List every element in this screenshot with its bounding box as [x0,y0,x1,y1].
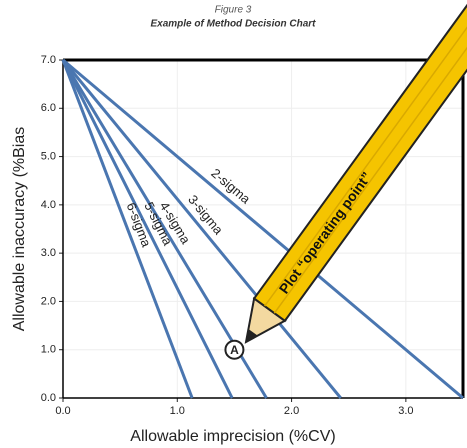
pencil-facet [264,0,467,307]
y-tick-label: 1.0 [41,344,56,356]
operating-point-marker [224,339,245,360]
annotation-text: Plot “operating point” [276,169,375,297]
operating-point-label: A [230,343,239,357]
series-line [61,59,342,399]
pencil-body [252,0,467,323]
series-line [62,58,464,400]
series-line [61,59,234,399]
operating-point: A [224,339,245,360]
x-tick-label: 1.0 [170,405,185,417]
y-tick-label: 3.0 [41,247,56,259]
y-tick-label: 4.0 [41,199,56,211]
y-tick-label: 5.0 [41,150,56,162]
x-tick-label: 3.0 [398,405,413,417]
figure-label: Figure 3 [215,5,252,16]
y-tick-label: 7.0 [41,54,56,66]
chart-title: Example of Method Decision Chart [150,19,316,30]
y-tick-label: 2.0 [41,295,56,307]
x-tick-label: 2.0 [284,405,299,417]
pencil-facet [273,5,467,314]
x-axis-label: Allowable imprecision (%CV) [130,428,335,445]
pencil-lead [246,328,258,342]
x-tick-label: 0.0 [55,405,70,417]
series-line [61,59,194,399]
y-tick-label: 0.0 [41,392,56,404]
y-tick-label: 6.0 [41,102,56,114]
y-axis-label: Allowable inaccuracy (%Bias [11,127,28,332]
